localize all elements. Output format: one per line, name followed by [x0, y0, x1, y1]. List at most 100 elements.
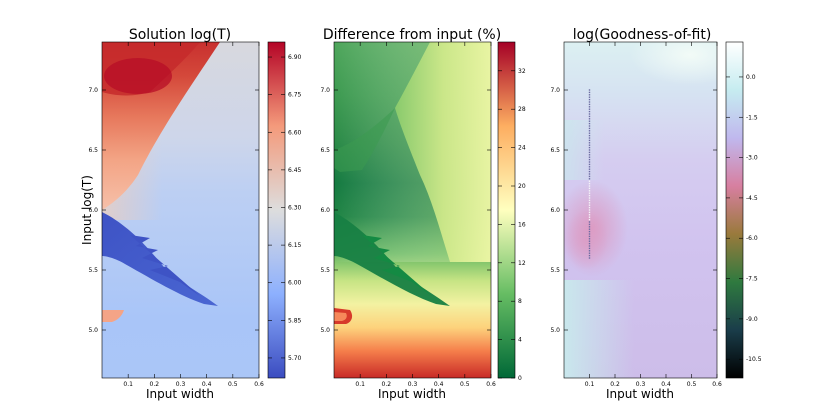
sample-point: [588, 163, 591, 166]
colorbar-tick-label: -7.5: [746, 276, 758, 283]
sample-point: [588, 245, 591, 247]
sample-point: [588, 194, 591, 197]
heatmap-image: [564, 42, 717, 378]
sample-point: [588, 250, 591, 252]
y-tick-label: 5.5: [550, 267, 560, 274]
colorbar-tick-label: 0.0: [746, 74, 756, 81]
colorbar-tick-label: -10.5: [746, 356, 762, 363]
sample-point: [588, 173, 591, 175]
sample-point: [588, 151, 591, 154]
sample-point: [588, 106, 591, 108]
x-axis-label: Input width: [378, 387, 446, 401]
y-tick-label: 6.0: [320, 207, 330, 214]
colorbar-frame: [497, 41, 516, 379]
colorbar-tick-label: 6.00: [288, 280, 302, 287]
sample-point: [588, 168, 591, 170]
colorbar-tick-label: 6.30: [288, 204, 302, 211]
x-tick-label: 0.4: [202, 381, 212, 388]
colorbar-tick-label: 12: [518, 260, 526, 267]
axis-ticks: 0.1 0.2 0.3 0.4 0.5 0.6 5.0 5.5 6.0 6.5 7.0: [550, 42, 722, 388]
sample-point: [588, 216, 591, 218]
axis-ticks: 0.1 0.2 0.3 0.4 0.5 0.6 5.0 5.5 6.0 6.5 7.0: [88, 42, 264, 388]
x-tick-label: 0.6: [486, 381, 496, 388]
panel-difference: Difference from input (%) 0.1 0.2 0.3 0.4 0.…: [320, 27, 525, 401]
x-tick-label: 0.3: [176, 381, 186, 388]
sample-point: [588, 187, 591, 190]
x-tick-label: 0.6: [254, 381, 264, 388]
colorbar-tick-label: 0: [518, 375, 522, 382]
y-tick-label: 5.5: [320, 267, 330, 274]
sample-point: [588, 115, 591, 118]
sample-point: [588, 118, 591, 120]
colorbar-ticks: 0 4 8 12 16 20 24 28 32: [498, 68, 526, 382]
sample-point: [588, 223, 591, 226]
sample-point: [588, 96, 591, 98]
y-tick-label: 5.0: [320, 327, 330, 334]
sample-point: [588, 211, 591, 214]
colorbar-tick-label: 6.60: [288, 129, 302, 136]
sample-point: [588, 130, 591, 132]
sample-point: [588, 154, 591, 156]
colorbar-gradient: [268, 42, 285, 378]
sample-point: [588, 137, 591, 139]
sample-point: [588, 101, 591, 103]
sample-point: [588, 202, 591, 204]
sample-point: [588, 178, 591, 180]
sample-point: [588, 221, 591, 223]
sample-point: [588, 122, 591, 125]
sample-point: [588, 233, 591, 235]
colorbar: 0.0 -1.5 -3.0 -4.5 -6.0 -7.5 -9.0 -10.5: [725, 41, 762, 379]
x-tick-label: 0.5: [687, 381, 697, 388]
axis-ticks: 0.1 0.2 0.3 0.4 0.5 0.6 5.0 5.5 6.0 6.5 7.0: [320, 42, 496, 388]
y-tick-label: 6.0: [88, 207, 98, 214]
sample-point: [588, 182, 591, 185]
x-tick-label: 0.5: [228, 381, 238, 388]
sample-point: [588, 209, 591, 211]
colorbar-ticks: 5.70 5.85 6.00 6.15 6.30 6.45 6.60 6.75 6.90: [268, 54, 302, 362]
x-tick-label: 0.6: [712, 381, 722, 388]
sample-point: [588, 252, 591, 254]
sample-point: [588, 180, 591, 182]
colorbar-tick-label: 5.70: [288, 355, 302, 362]
colorbar-tick-label: 8: [518, 298, 522, 305]
sample-point: [588, 161, 591, 163]
sample-point: [588, 110, 591, 113]
heatmap-image: [334, 42, 491, 378]
panel-goodness: log(Goodness-of-fit) 0.1 0.2 0.3 0.4 0.5 0.6 5…: [550, 27, 762, 401]
colorbar-tick-label: -6.0: [746, 235, 758, 242]
sample-point: [588, 127, 591, 130]
sample-point: [588, 204, 591, 206]
y-tick-label: 7.0: [550, 87, 560, 94]
panel-solution: Solution log(T) 0.1 0.2 0.3 0.4 0.5 0.6 5.0 5.5…: [80, 27, 302, 401]
x-tick-label: 0.3: [636, 381, 646, 388]
sample-point: [588, 254, 591, 257]
sample-point: [588, 149, 591, 151]
y-tick-label: 6.5: [550, 147, 560, 154]
x-axis-label: Input width: [146, 387, 214, 401]
sample-point: [588, 89, 591, 91]
colorbar-tick-label: -1.5: [746, 114, 758, 121]
sample-point: [588, 206, 591, 209]
sample-point: [588, 185, 591, 187]
heatmap-image: [102, 42, 259, 378]
x-tick-label: 0.2: [610, 381, 620, 388]
sample-point: [588, 226, 591, 228]
colorbar-tick-label: 28: [518, 106, 526, 113]
panel-title: Difference from input (%): [323, 27, 501, 43]
sample-point: [588, 98, 591, 101]
colorbar-frame: [725, 41, 744, 379]
colorbar: 0 4 8 12 16 20 24 28 32: [497, 41, 526, 382]
sample-point: [588, 247, 591, 250]
panel-title: Solution log(T): [129, 27, 231, 43]
colorbar-gradient: [498, 42, 515, 378]
x-axis-label: Input width: [606, 387, 674, 401]
colorbar-tick-label: 20: [518, 183, 526, 190]
y-tick-label: 6.0: [550, 207, 560, 214]
sample-point: [588, 235, 591, 238]
colorbar-tick-label: 6.45: [288, 167, 302, 174]
sample-point: [588, 103, 591, 106]
colorbar-tick-label: 16: [518, 221, 526, 228]
sample-point: [588, 158, 591, 161]
colorbar-tick-label: -3.0: [746, 155, 758, 162]
